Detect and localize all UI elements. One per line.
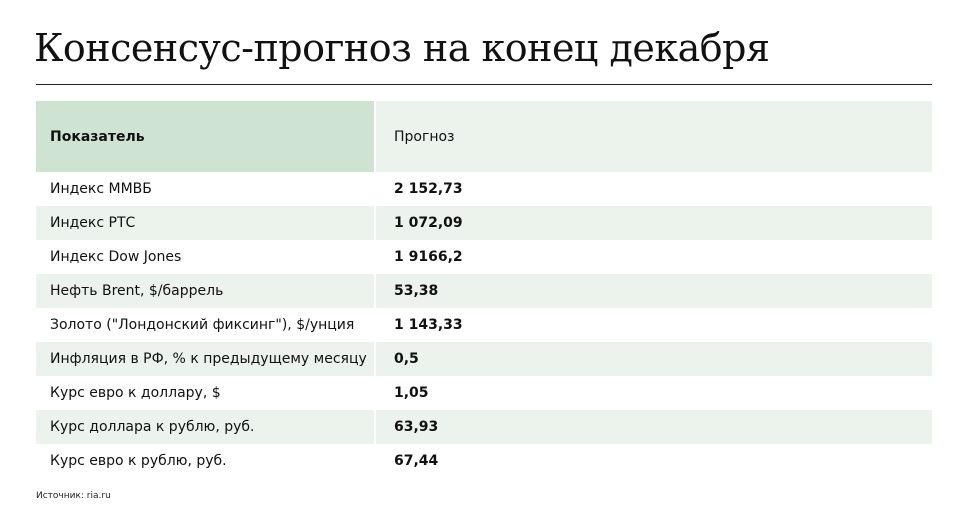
row-label: Курс доллара к рублю, руб.	[36, 410, 376, 444]
header-indicator: Показатель	[36, 101, 376, 172]
header-forecast: Прогноз	[376, 101, 932, 172]
row-value: 0,5	[394, 351, 419, 367]
table-header-row: Показатель Прогноз	[36, 101, 932, 172]
table-row: Курс доллара к рублю, руб. 63,93	[36, 410, 932, 444]
table-row: Индекс ММВБ 2 152,73	[36, 172, 932, 206]
table-row: Индекс Dow Jones 1 9166,2	[36, 240, 932, 274]
row-value: 2 152,73	[394, 181, 463, 197]
table-row: Золото ("Лондонский фиксинг"), $/унция 1…	[36, 308, 932, 342]
table-row: Курс евро к рублю, руб. 67,44	[36, 444, 932, 478]
row-value: 67,44	[394, 453, 439, 469]
table-row: Нефть Brent, $/баррель 53,38	[36, 274, 932, 308]
table-row: Курс евро к доллару, $ 1,05	[36, 376, 932, 410]
row-label: Курс евро к рублю, руб.	[50, 453, 227, 469]
row-label: Инфляция в РФ, % к предыдущему месяцу	[36, 342, 376, 376]
table-row: Индекс РТС 1 072,09	[36, 206, 932, 240]
table-row: Инфляция в РФ, % к предыдущему месяцу 0,…	[36, 342, 932, 376]
row-label: Индекс РТС	[36, 206, 376, 240]
forecast-table: Показатель Прогноз Индекс ММВБ 2 152,73 …	[36, 101, 932, 478]
row-label: Нефть Brent, $/баррель	[36, 274, 376, 308]
row-label: Индекс Dow Jones	[50, 249, 182, 265]
row-value: 1 143,33	[394, 317, 463, 333]
row-label: Курс евро к доллару, $	[50, 385, 221, 401]
row-label: Индекс ММВБ	[50, 181, 152, 197]
row-label: Золото ("Лондонский фиксинг"), $/унция	[50, 317, 355, 333]
row-value: 63,93	[394, 419, 439, 435]
row-value: 1 072,09	[394, 215, 463, 231]
row-value: 1 9166,2	[394, 249, 463, 265]
source-note: Источник: ria.ru	[36, 491, 111, 501]
row-value: 53,38	[394, 283, 439, 299]
title-divider	[36, 84, 932, 85]
page-title: Консенсус-прогноз на конец декабря	[34, 26, 770, 70]
row-value: 1,05	[394, 385, 429, 401]
